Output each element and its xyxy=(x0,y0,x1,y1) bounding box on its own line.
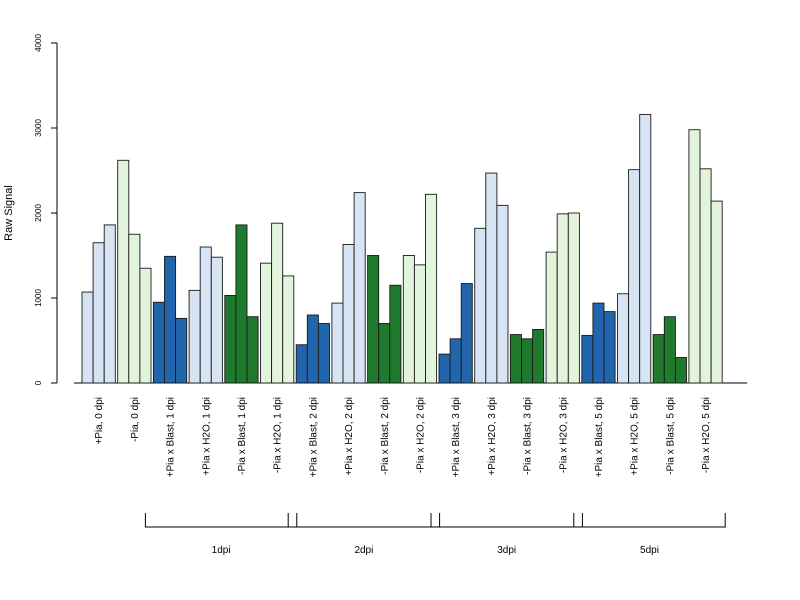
bar xyxy=(164,255,177,384)
x-tick-label: -Pia x H2O, 5 dpi xyxy=(701,397,712,473)
x-tick-labels: +Pia, 0 dpi -Pia, 0 dpi +Pia x Blast, 1 dp… xyxy=(94,397,712,477)
bar xyxy=(688,129,701,384)
time-bracket-label: 2dpi xyxy=(354,545,373,556)
x-tick-label: -Pia x Blast, 2 dpi xyxy=(380,397,391,475)
y-tick-label: 0 xyxy=(34,380,43,385)
bar xyxy=(210,256,223,384)
bar xyxy=(592,302,605,384)
x-tick-label: +Pia x H2O, 1 dpi xyxy=(201,397,212,476)
x-tick-label: -Pia x H2O, 2 dpi xyxy=(415,397,426,473)
bar xyxy=(117,159,130,384)
bar xyxy=(81,291,94,384)
bar xyxy=(353,192,366,384)
bar xyxy=(556,213,569,384)
bar xyxy=(199,246,212,384)
bar xyxy=(306,314,319,384)
time-bracket-label: 3dpi xyxy=(497,545,516,556)
bar-series xyxy=(81,113,723,384)
bar xyxy=(402,255,415,384)
y-tick-label: 4000 xyxy=(34,34,43,52)
time-bracket xyxy=(430,513,583,528)
x-tick-label: -Pia x Blast, 1 dpi xyxy=(237,397,248,475)
bar xyxy=(474,227,487,384)
bar xyxy=(496,204,509,384)
y-axis-label: Raw Signal xyxy=(3,185,15,241)
x-tick-label: +Pia x H2O, 5 dpi xyxy=(630,397,641,476)
bar xyxy=(663,316,676,384)
bar xyxy=(438,353,451,384)
bar xyxy=(710,200,723,384)
time-point-brackets: 1dpi 2dpi 3dpi 5dpi xyxy=(144,513,726,556)
x-tick-label: -Pia x H2O, 3 dpi xyxy=(558,397,569,473)
x-tick-label: +Pia x Blast, 5 dpi xyxy=(594,397,605,477)
bar xyxy=(128,233,141,384)
bar xyxy=(603,311,616,384)
bar xyxy=(224,295,237,384)
bar xyxy=(628,169,641,384)
time-bracket-label: 5dpi xyxy=(640,545,659,556)
bar xyxy=(342,243,355,384)
bar xyxy=(413,264,426,384)
y-tick-label: 2000 xyxy=(34,204,43,222)
x-tick-label: +Pia x Blast, 1 dpi xyxy=(166,397,177,477)
bar xyxy=(103,224,116,384)
bar xyxy=(139,267,152,384)
time-bracket-label: 1dpi xyxy=(212,545,231,556)
time-bracket xyxy=(287,513,441,528)
bar xyxy=(425,193,438,384)
bar xyxy=(378,323,391,384)
x-tick-label: -Pia x Blast, 3 dpi xyxy=(523,397,534,475)
bar xyxy=(271,222,284,384)
bar xyxy=(92,242,105,384)
bar xyxy=(152,301,165,384)
bar xyxy=(567,212,580,384)
bar xyxy=(188,289,201,384)
bar xyxy=(331,302,344,384)
x-tick-label: +Pia x H2O, 2 dpi xyxy=(344,397,355,476)
bar xyxy=(295,344,308,384)
bar xyxy=(545,251,558,384)
bar xyxy=(521,338,534,384)
x-tick-label: +Pia, 0 dpi xyxy=(94,397,105,445)
bar xyxy=(449,338,462,384)
bar xyxy=(485,172,498,384)
bar xyxy=(282,275,295,384)
time-bracket xyxy=(144,513,298,528)
y-tick-label: 1000 xyxy=(34,289,43,307)
bar xyxy=(652,334,665,384)
bar xyxy=(246,316,259,384)
bar xyxy=(367,255,380,384)
time-bracket xyxy=(573,513,726,528)
x-tick-label: +Pia x H2O, 3 dpi xyxy=(487,397,498,476)
bar xyxy=(175,317,188,384)
y-tick-label: 3000 xyxy=(34,119,43,137)
x-tick-label: -Pia, 0 dpi xyxy=(130,397,141,442)
bar xyxy=(699,168,712,384)
bar xyxy=(674,357,687,384)
bar xyxy=(460,283,473,384)
x-tick-label: +Pia x Blast, 2 dpi xyxy=(308,397,319,477)
bar xyxy=(235,224,248,384)
x-tick-label: -Pia x Blast, 5 dpi xyxy=(665,397,676,475)
bar xyxy=(532,329,545,384)
bar xyxy=(509,334,522,384)
bar xyxy=(617,293,630,384)
bar xyxy=(260,262,273,384)
x-tick-label: -Pia x H2O, 1 dpi xyxy=(273,397,284,473)
y-axis: 0 1000 2000 3000 4000 xyxy=(34,34,58,385)
bar xyxy=(389,284,402,384)
bar xyxy=(581,334,594,384)
bar xyxy=(317,323,330,384)
x-tick-label: +Pia x Blast, 3 dpi xyxy=(451,397,462,477)
bar xyxy=(639,113,652,384)
